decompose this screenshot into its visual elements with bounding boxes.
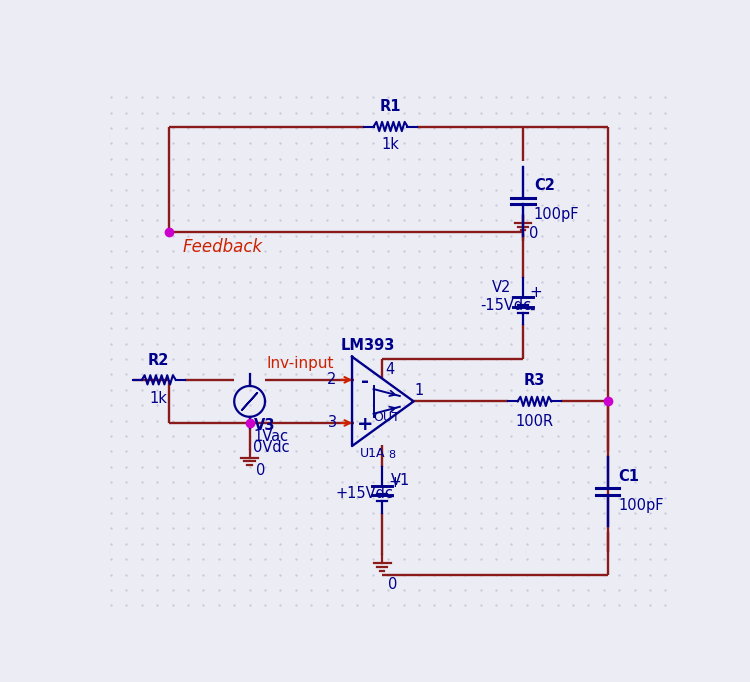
Text: V2: V2 xyxy=(492,280,512,295)
Text: 4: 4 xyxy=(386,362,394,377)
Text: 100pF: 100pF xyxy=(619,498,664,513)
Text: C1: C1 xyxy=(619,469,640,484)
Text: 0: 0 xyxy=(256,463,266,478)
Text: 2: 2 xyxy=(327,372,337,387)
Text: R2: R2 xyxy=(148,353,170,368)
Text: 1k: 1k xyxy=(150,391,168,406)
Text: Inv-input: Inv-input xyxy=(267,355,334,370)
Text: +15Vdc: +15Vdc xyxy=(336,486,394,501)
Text: C2: C2 xyxy=(534,179,555,194)
Text: 3: 3 xyxy=(328,415,337,430)
Text: 100pF: 100pF xyxy=(534,207,579,222)
Text: Feedback: Feedback xyxy=(183,238,262,256)
Text: 100R: 100R xyxy=(515,414,554,429)
Text: R1: R1 xyxy=(380,99,401,114)
Text: R3: R3 xyxy=(524,372,545,387)
Text: V1: V1 xyxy=(392,473,410,488)
Text: OUT: OUT xyxy=(374,411,400,424)
Text: +: + xyxy=(357,415,374,434)
Text: 1Vac: 1Vac xyxy=(254,429,289,444)
Text: 1: 1 xyxy=(415,383,424,398)
Text: -15Vdc: -15Vdc xyxy=(481,297,532,312)
Text: -: - xyxy=(388,488,394,503)
Text: 0: 0 xyxy=(530,226,538,241)
Text: -: - xyxy=(530,301,535,316)
Text: +: + xyxy=(530,284,542,299)
Text: LM393: LM393 xyxy=(341,338,395,353)
Text: -: - xyxy=(362,372,369,391)
Text: 1k: 1k xyxy=(382,137,400,152)
Text: +: + xyxy=(388,475,401,490)
Text: 8: 8 xyxy=(388,450,395,460)
Text: V3: V3 xyxy=(254,418,275,433)
Text: 0Vdc: 0Vdc xyxy=(254,440,290,455)
Text: 0: 0 xyxy=(388,577,398,592)
Text: U1A: U1A xyxy=(360,447,386,460)
